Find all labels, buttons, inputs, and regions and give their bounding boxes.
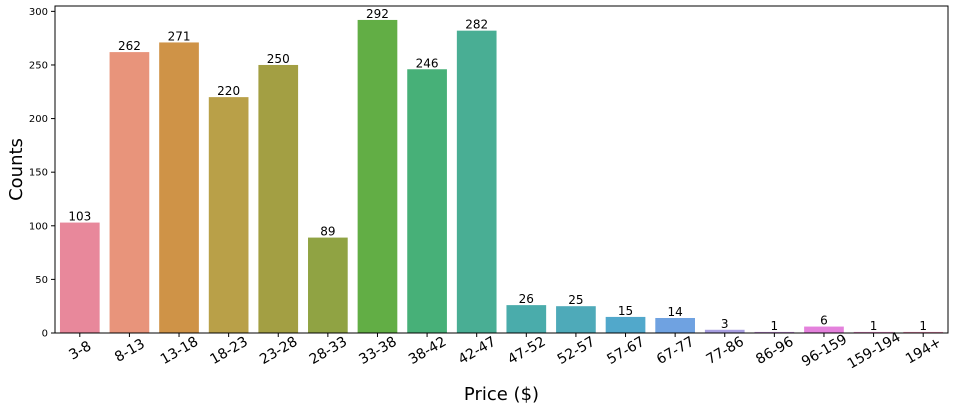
bar-159-194: [853, 331, 894, 333]
bar-value-label: 262: [118, 39, 141, 53]
bar-38-42: [407, 69, 447, 333]
bar-value-label: 15: [618, 304, 633, 318]
x-tick-label: 33-38: [356, 334, 399, 368]
bar-67-77: [655, 317, 695, 333]
bar-52-57: [556, 306, 596, 333]
bar-value-label: 1: [870, 319, 878, 333]
bar-value-label: 292: [366, 7, 389, 21]
bar-value-label: 220: [217, 84, 240, 98]
x-tick-label: 77-86: [704, 334, 747, 368]
bar-value-label: 3: [721, 317, 729, 331]
bar-value-label: 89: [320, 225, 335, 239]
bar-57-67: [605, 316, 646, 333]
bar-13-18: [159, 42, 199, 334]
bar-value-label: 103: [68, 210, 91, 224]
x-tick-label: 67-77: [654, 334, 697, 368]
bar-value-label: 6: [820, 314, 828, 328]
bar-value-label: 250: [267, 52, 290, 66]
bar-value-label: 282: [465, 18, 488, 32]
y-axis: 0 50 100 150 200 250 300: [29, 7, 55, 340]
x-axis: 3-8 8-13 13-18 18-23 23-28 28-33 33-38 38-42 42-…: [66, 329, 944, 372]
bar-value-label: 1: [919, 319, 927, 333]
x-tick-label: 52-57: [555, 334, 598, 368]
x-tick-label: 38-42: [406, 334, 449, 368]
x-tick-label: 86-96: [753, 334, 796, 368]
bar-value-label: 25: [568, 293, 583, 307]
bar-96-159: [804, 326, 844, 333]
bar-3-8: [59, 222, 100, 333]
y-tick-label: 100: [29, 221, 48, 232]
bar-value-label: 14: [667, 305, 682, 319]
bar-86-96: [754, 331, 795, 333]
bar-18-23: [208, 97, 249, 333]
bar-47-52: [506, 305, 547, 333]
y-tick-label: 250: [29, 60, 48, 71]
x-axis-title: Price ($): [464, 384, 539, 405]
x-tick-label: 8-13: [112, 336, 148, 366]
y-tick-label: 200: [29, 114, 48, 125]
x-tick-label: 13-18: [158, 334, 201, 368]
x-tick-label: 57-67: [604, 334, 647, 368]
bars-layer: [59, 19, 944, 334]
x-tick-label: 47-52: [505, 334, 548, 368]
x-tick-label: 194+: [903, 334, 944, 367]
x-tick-label: 159-194: [845, 329, 904, 372]
y-tick-label: 150: [29, 168, 48, 179]
bar-value-label: 271: [168, 29, 191, 43]
bar-value-label: 246: [416, 56, 439, 70]
x-tick-label: 3-8: [66, 338, 94, 363]
x-tick-label: 18-23: [208, 334, 251, 368]
bar-8-13: [109, 52, 150, 334]
plot-frame: [54, 5, 949, 334]
bar-28-33: [308, 237, 348, 333]
x-tick-label: 23-28: [257, 334, 300, 368]
x-tick-label: 42-47: [456, 334, 499, 368]
y-tick-label: 0: [42, 329, 48, 340]
bar-194+: [903, 331, 944, 333]
bar-77-86: [704, 329, 745, 333]
x-tick-label: 96-159: [799, 332, 850, 371]
y-tick-label: 50: [35, 275, 48, 286]
bar-23-28: [258, 64, 299, 333]
bar-value-label: 26: [519, 292, 534, 306]
bar-value-label: 1: [771, 319, 779, 333]
bar-42-47: [456, 30, 497, 333]
bar-33-38: [357, 19, 398, 333]
y-tick-label: 300: [29, 7, 48, 18]
y-axis-title: Counts: [6, 138, 27, 201]
x-tick-label: 28-33: [307, 334, 350, 368]
